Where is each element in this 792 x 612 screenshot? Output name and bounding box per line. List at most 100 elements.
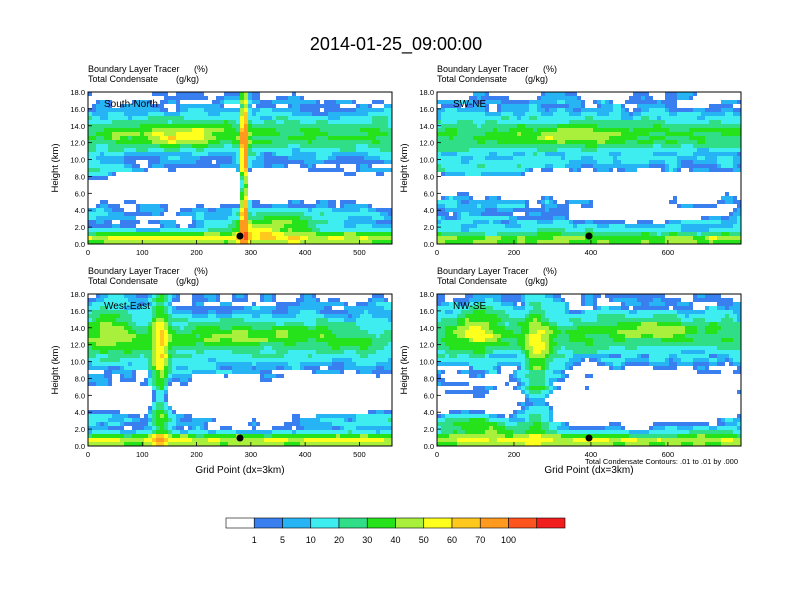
heatmap-cell: [525, 204, 530, 209]
heatmap-cell: [320, 184, 325, 189]
heatmap-cell: [264, 200, 269, 205]
heatmap-cell: [613, 124, 618, 129]
heatmap-cell: [216, 196, 221, 201]
heatmap-cell: [280, 132, 285, 137]
heatmap-cell: [276, 176, 281, 181]
heatmap-cell: [493, 184, 498, 189]
heatmap-cell: [348, 192, 353, 197]
heatmap-cell: [208, 132, 213, 137]
heatmap-cell: [172, 176, 177, 181]
heatmap-cell: [256, 100, 261, 105]
heatmap-cell: [473, 192, 478, 197]
heatmap-cell: [100, 144, 105, 149]
heatmap-cell: [637, 172, 642, 177]
heatmap-cell: [312, 204, 317, 209]
heatmap-cell: [613, 172, 618, 177]
heatmap-cell: [332, 232, 337, 237]
heatmap-cell: [360, 184, 365, 189]
heatmap-cell: [569, 168, 574, 173]
heatmap-cell: [360, 220, 365, 225]
heatmap-cell: [132, 96, 137, 101]
heatmap-cell: [545, 100, 550, 105]
heatmap-cell: [312, 172, 317, 177]
heatmap-cell: [441, 176, 446, 181]
heatmap-cell: [380, 104, 385, 109]
heatmap-cell: [553, 232, 558, 237]
heatmap-cell: [260, 156, 265, 161]
heatmap-cell: [645, 172, 650, 177]
heatmap-cell: [505, 216, 510, 221]
heatmap-cell: [280, 220, 285, 225]
heatmap-cell: [461, 164, 466, 169]
heatmap-cell: [529, 120, 534, 125]
heatmap-cell: [320, 140, 325, 145]
heatmap-cell: [128, 224, 133, 229]
heatmap-cell: [316, 180, 321, 185]
heatmap-cell: [116, 176, 121, 181]
heatmap-cell: [324, 224, 329, 229]
heatmap-cell: [565, 232, 570, 237]
heatmap-cell: [188, 92, 193, 97]
heatmap-cell: [453, 152, 458, 157]
heatmap-cell: [152, 228, 157, 233]
heatmap-cell: [152, 232, 157, 237]
heatmap-cell: [288, 180, 293, 185]
heatmap-cell: [184, 228, 189, 233]
heatmap-cell: [525, 156, 530, 161]
heatmap-cell: [649, 236, 654, 241]
heatmap-cell: [220, 232, 225, 237]
x-tick-label: 0: [86, 248, 90, 257]
heatmap-cell: [569, 140, 574, 145]
heatmap-cell: [300, 144, 305, 149]
heatmap-cell: [332, 168, 337, 173]
heatmap-cell: [633, 192, 638, 197]
heatmap-cell: [621, 184, 626, 189]
heatmap-cell: [104, 92, 109, 97]
heatmap-cell: [176, 208, 181, 213]
x-tick-label: 400: [299, 248, 312, 257]
heatmap-cell: [601, 136, 606, 141]
y-tick-label: 2.0: [75, 223, 85, 232]
heatmap-cell: [180, 156, 185, 161]
heatmap-cell: [501, 180, 506, 185]
heatmap-cell: [581, 188, 586, 193]
heatmap-cell: [541, 228, 546, 233]
heatmap-cell: [304, 168, 309, 173]
heatmap-cell: [549, 232, 554, 237]
heatmap-cell: [256, 224, 261, 229]
heatmap-cell: [208, 196, 213, 201]
heatmap-cell: [489, 96, 494, 101]
heatmap-cell: [280, 140, 285, 145]
heatmap-cell: [597, 240, 602, 245]
heatmap-cell: [192, 124, 197, 129]
heatmap-cell: [561, 92, 566, 97]
heatmap-cell: [180, 136, 185, 141]
heatmap-cell: [348, 132, 353, 137]
heatmap-cell: [557, 140, 562, 145]
heatmap-cell: [529, 156, 534, 161]
panel-subtitle-1: Boundary Layer Tracer: [88, 64, 180, 74]
heatmap-cell: [364, 132, 369, 137]
heatmap-cell: [356, 112, 361, 117]
heatmap-cell: [140, 168, 145, 173]
heatmap-cell: [196, 100, 201, 105]
heatmap-cell: [292, 240, 297, 245]
heatmap-cell: [617, 176, 622, 181]
heatmap-cell: [597, 140, 602, 145]
heatmap-cell: [124, 168, 129, 173]
heatmap-cell: [280, 128, 285, 133]
heatmap-cell: [513, 228, 518, 233]
heatmap-cell: [260, 116, 265, 121]
heatmap-cell: [537, 200, 542, 205]
heatmap-cell: [140, 236, 145, 241]
heatmap-cell: [605, 200, 610, 205]
heatmap-cell: [521, 212, 526, 217]
heatmap-cell: [316, 148, 321, 153]
heatmap-cell: [449, 240, 454, 245]
heatmap-cell: [541, 188, 546, 193]
heatmap-cell: [136, 212, 141, 217]
heatmap-cell: [296, 240, 301, 245]
heatmap-cell: [96, 96, 101, 101]
heatmap-cell: [453, 200, 458, 205]
heatmap-cell: [140, 116, 145, 121]
